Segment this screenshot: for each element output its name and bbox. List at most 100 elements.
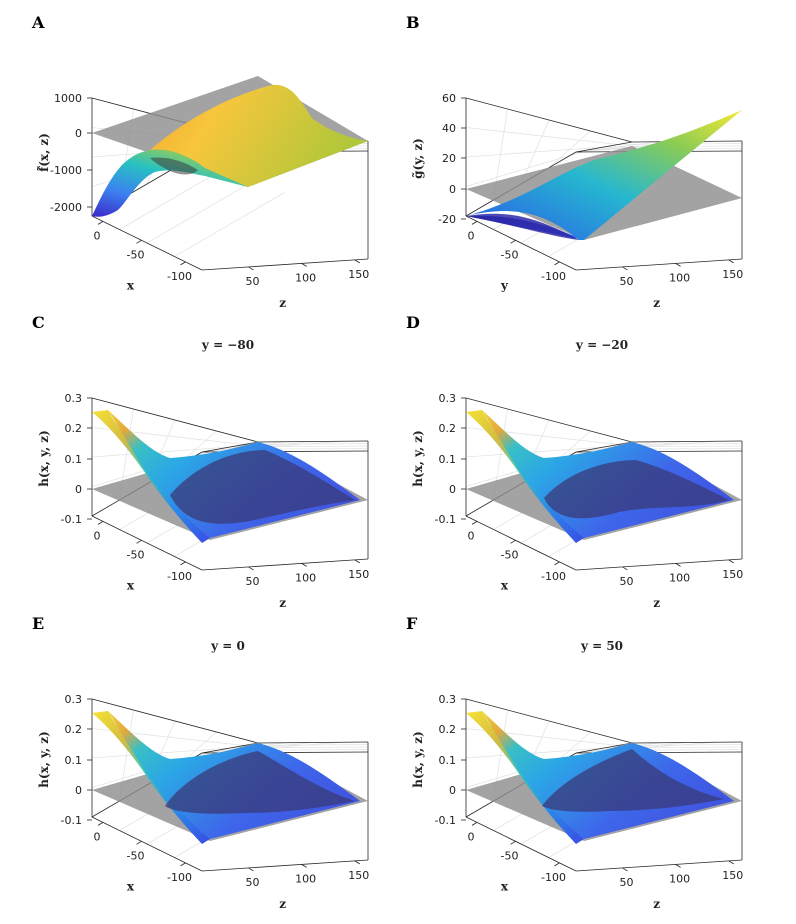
grid-line [465,146,605,158]
axes-box-edge [575,859,743,872]
y-tick-label: 150 [722,268,743,281]
axes-box-edge [91,698,259,744]
z-tick-label: -0.1 [435,513,456,526]
x-tick-label: -50 [501,548,519,561]
x-tick-label: -50 [501,248,519,261]
panel-e: Ey = 0 0.3 0.2 0.1 0 -0.1 0 -50 -100 50 100 150 x z h(… [32,614,369,911]
grid-line [174,192,285,257]
y-tick-mark [354,259,360,264]
panel-a: A 1000 0 -1000 -2000 0 -50 -100 50 100 150 x z f̃(x, … [31,13,369,310]
x-tick-mark [180,261,186,266]
x-tick-mark [510,539,516,544]
y-tick-label: 100 [669,271,690,284]
axes-box-edge [631,741,743,744]
z-tick-label: 0 [75,784,82,797]
y-tick-mark [301,263,307,267]
surface-basin [544,460,729,519]
surface-basin [165,751,355,814]
grid-line [465,747,605,759]
x-tick-mark [554,561,560,566]
surface-basin [170,450,355,524]
x-tick-label: 0 [468,529,475,542]
x-axis-label: x [127,279,135,293]
axes-box-edge [91,215,203,271]
y-tick-label: 150 [722,869,743,882]
y-tick-label: 100 [295,872,316,885]
x-tick-label: 0 [94,229,101,242]
z-axis-label: f̃(x, z) [36,133,51,172]
panel-letter: B [406,13,420,32]
axes-box-edge [631,440,743,443]
x-tick-label: -50 [127,548,145,561]
y-tick-mark [675,563,681,567]
grid-line [91,446,231,458]
x-tick-label: 0 [94,529,101,542]
panel-title: y = −80 [201,338,254,352]
y-tick-label: 100 [669,872,690,885]
y-tick-mark [622,867,628,872]
axes-box-edge [465,397,633,443]
z-tick-label: 60 [442,92,456,105]
z-tick-label: 0 [75,483,82,496]
x-tick-label: -100 [167,871,192,884]
y-axis-label: z [279,897,286,911]
z-tick-label: 40 [442,122,456,135]
x-tick-label: 0 [468,830,475,843]
y-tick-label: 100 [295,271,316,284]
z-tick-label: -1000 [50,164,82,177]
y-tick-mark [248,867,254,872]
y-tick-label: 150 [348,568,369,581]
x-tick-mark [97,521,104,525]
x-tick-label: -100 [167,570,192,583]
z-tick-label: 0.1 [439,453,457,466]
axes-box-edge [201,742,259,754]
x-tick-mark [97,822,104,826]
x-tick-mark [136,539,142,544]
y-tick-mark [728,860,734,865]
y-tick-mark [675,864,681,868]
x-tick-label: -50 [501,849,519,862]
x-tick-mark [471,221,478,225]
grid-line [465,446,605,458]
axes-box-edge [575,742,633,754]
x-axis-label: x [501,880,509,894]
z-tick-label: 0 [449,784,456,797]
x-tick-label: -100 [541,871,566,884]
y-tick-mark [622,266,628,271]
y-tick-label: 150 [348,268,369,281]
y-axis-label: z [653,296,660,310]
panel-letter: D [406,313,420,332]
surface-basin [542,749,724,812]
z-tick-label: 1000 [54,92,82,105]
axes-box-edge [91,515,203,571]
panel-letter: C [32,313,45,332]
z-axis-label: g̃(y, z) [411,138,425,179]
z-axis-label: h(x, y, z) [37,430,51,487]
panel-d: Dy = −20 0.3 0.2 0.1 0 -0.1 0 -50 -100 50 100 150 x z… [406,313,743,610]
axes-box-edge [201,258,369,271]
y-tick-label: 150 [722,568,743,581]
z-tick-label: 20 [442,152,456,165]
x-tick-label: -50 [127,849,145,862]
axes-box-edge [465,515,577,571]
y-tick-label: 50 [619,575,633,588]
y-tick-label: 100 [295,571,316,584]
y-tick-label: 100 [669,571,690,584]
x-tick-label: 0 [468,229,475,242]
z-tick-label: 0.2 [439,422,457,435]
y-tick-mark [675,263,681,267]
x-tick-mark [97,221,104,225]
x-axis-label: x [501,579,509,593]
z-tick-label: 0 [75,127,82,140]
z-tick-label: 0.1 [65,754,83,767]
x-tick-mark [471,822,478,826]
y-tick-mark [728,259,734,264]
z-tick-label: -2000 [50,201,82,214]
z-tick-label: 0.3 [439,392,457,405]
x-tick-mark [510,840,516,845]
z-tick-label: 0.2 [439,723,457,736]
z-axis-label: h(x, y, z) [37,731,51,788]
axes-box-edge [201,859,369,872]
